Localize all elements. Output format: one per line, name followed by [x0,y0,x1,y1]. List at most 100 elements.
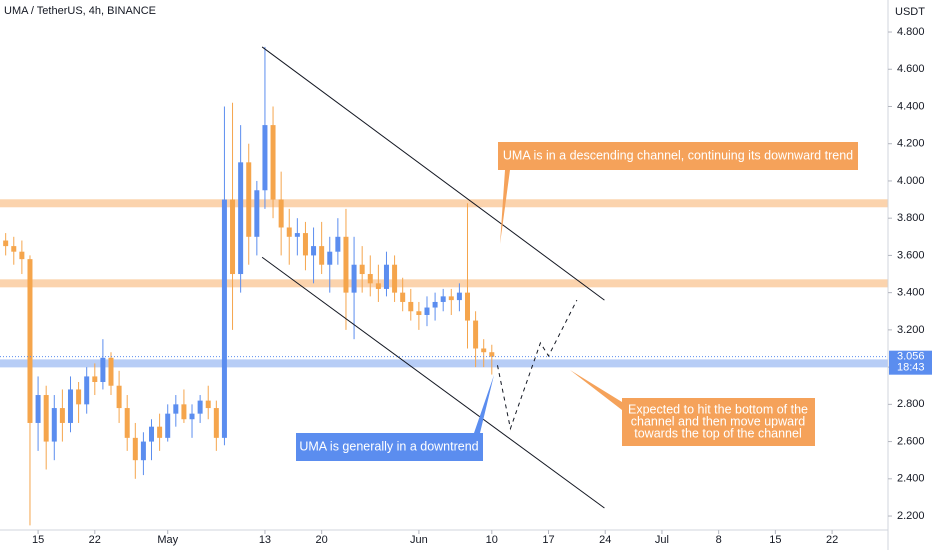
candle-body [181,404,187,420]
candle-body [448,296,454,301]
candle-body [440,296,446,302]
annotation: towards the top of the channel [634,426,801,440]
candle-body [230,199,236,275]
price-tag-label: 3.056 [897,351,925,363]
candle-body [221,199,227,438]
y-tick-label: 4.200 [897,138,925,150]
candle-body [270,125,276,200]
y-tick-label: 3.200 [897,324,925,336]
chart-title: UMA / TetherUS, 4h, BINANCE [4,5,156,17]
candle-body [416,311,422,315]
candle-body [327,251,333,265]
candle-body [286,227,292,237]
candle-body [165,413,171,438]
candle-body [343,236,349,293]
candle-body [481,348,487,353]
candle-body [140,441,146,461]
x-tick-label: Jun [410,534,428,546]
x-tick-label: 22 [826,534,838,546]
x-tick-label: 15 [769,534,781,546]
candle-body [59,408,65,423]
candle-body [173,404,179,414]
y-tick-label: 3.800 [897,212,925,224]
candle-body [92,376,98,383]
candle-body [375,283,381,289]
x-tick-label: 22 [89,534,101,546]
candle-body [408,301,414,312]
annotation: Expected to hit the bottom of the [628,402,808,416]
candle-body [189,413,195,420]
y-tick-label: 2.800 [897,398,925,410]
x-tick-label: 20 [316,534,328,546]
y-tick-label: 3.400 [897,287,925,299]
x-tick-label: 10 [486,534,498,546]
candle-body [19,251,25,260]
level-band [0,359,888,368]
candle-body [84,376,90,405]
candle-body [278,199,284,228]
candle-body [197,400,203,414]
y-tick-label: 4.600 [897,63,925,75]
price-tag [889,350,932,375]
candle-body [359,264,365,275]
candle-body [473,320,479,349]
candle-body [238,162,244,275]
countdown-label: 18:43 [897,362,925,374]
callout-box [498,142,858,244]
x-tick-label: 24 [599,534,611,546]
candle-body [213,408,219,438]
candle-body [124,408,130,438]
level-band [0,199,888,208]
projection-path [496,299,578,431]
candle-body [383,264,389,289]
candle-body [489,352,495,357]
candle-body [246,162,252,237]
candle-body [27,259,33,423]
x-tick-label: May [157,534,178,546]
callout-box [570,370,815,446]
candle-body [116,385,122,409]
candle-body [400,292,406,302]
candle-body [100,357,106,383]
x-tick-label: Jul [655,534,669,546]
candle-body [367,274,373,284]
level-band [0,279,888,288]
x-tick-label: 15 [32,534,44,546]
candle-body [67,389,73,423]
candle-body [392,264,398,293]
candle-body [11,246,17,252]
plot [0,46,888,526]
candle-body [424,307,430,315]
y-tick-label: 2.600 [897,435,925,447]
candle-body [262,125,268,191]
y-tick-label: 2.400 [897,473,925,485]
candle-body [43,395,49,442]
candle-body [132,437,138,461]
y-tick-label: 4.800 [897,26,925,38]
candle-body [205,400,211,409]
candle-body [351,264,357,293]
channel-line [261,256,605,509]
annotation: UMA is generally in a downtrend [299,439,478,453]
callout-box [296,375,494,461]
candle-body [294,233,300,237]
annotation: UMA is in a descending channel, continui… [503,148,853,162]
candle-body [432,301,438,308]
candle-body [157,426,163,438]
candle-body [51,408,57,442]
candle-body [35,395,41,423]
candle-body [335,236,341,252]
candle-body [464,292,470,321]
x-tick-label: 17 [542,534,554,546]
candle-body [76,389,82,405]
candle-body [311,246,317,256]
x-tick-label: 8 [716,534,722,546]
candle-body [149,426,155,442]
y-axis-label: USDT [895,6,925,18]
candle-body [302,233,308,256]
y-tick-label: 3.600 [897,249,925,261]
candle-body [456,292,462,301]
candle-body [254,190,260,237]
